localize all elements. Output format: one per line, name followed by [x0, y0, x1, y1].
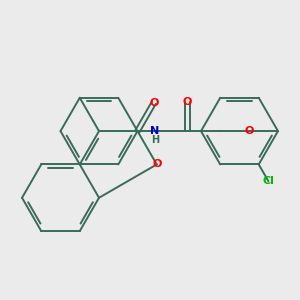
Text: O: O [152, 159, 161, 170]
Text: N: N [150, 126, 159, 136]
Text: O: O [244, 126, 254, 136]
Text: O: O [149, 98, 158, 108]
Text: O: O [183, 97, 192, 107]
Text: H: H [151, 135, 159, 145]
Text: Cl: Cl [262, 176, 274, 186]
